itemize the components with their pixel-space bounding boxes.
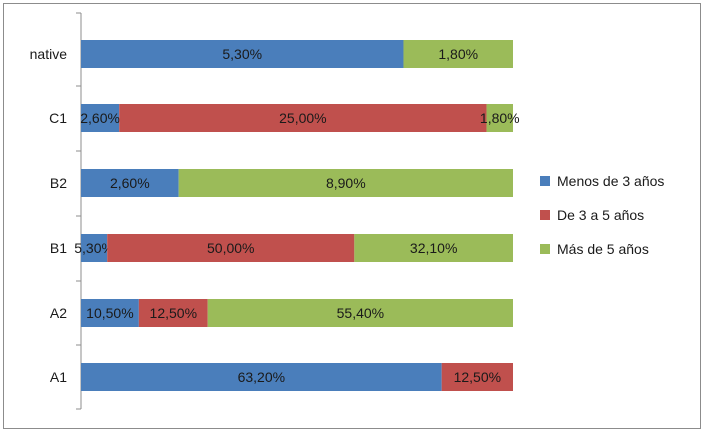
- data-label-c1-series0: 2,60%: [80, 110, 120, 126]
- category-label-b1: B1: [50, 240, 67, 256]
- data-label-a1-series1: 12,50%: [454, 369, 501, 385]
- legend-swatch-1: [540, 210, 550, 220]
- bar-segment-a2-series1: [138, 299, 208, 327]
- bar-segment-b1-series2: [354, 234, 513, 262]
- data-label-b2-series0: 2,60%: [110, 175, 150, 191]
- bar-segment-b2-series2: [178, 169, 514, 197]
- legend-swatch-2: [540, 244, 550, 254]
- data-label-b2-series2: 8,90%: [326, 175, 366, 191]
- legend-label-2: Más de 5 años: [557, 241, 649, 257]
- bar-segment-b2-series0: [81, 169, 179, 197]
- data-label-native-series0: 5,30%: [222, 46, 262, 62]
- bar-segment-a2-series0: [81, 299, 139, 327]
- bar-segment-native-series0: [81, 40, 404, 68]
- category-label-c1: C1: [49, 110, 67, 126]
- bar-segment-b1-series1: [107, 234, 355, 262]
- data-label-b1-series0: 5,30%: [74, 240, 114, 256]
- bar-segment-native-series2: [403, 40, 513, 68]
- category-label-b2: B2: [50, 175, 67, 191]
- chart-frame: [3, 3, 701, 429]
- category-label-a2: A2: [50, 305, 67, 321]
- data-label-b1-series2: 32,10%: [410, 240, 457, 256]
- data-label-a2-series0: 10,50%: [86, 305, 133, 321]
- data-label-c1-series1: 25,00%: [279, 110, 326, 126]
- category-label-native: native: [30, 46, 68, 62]
- data-label-c1-series2: 1,80%: [480, 110, 520, 126]
- legend-label-1: De 3 a 5 años: [557, 207, 644, 223]
- data-label-native-series2: 1,80%: [438, 46, 478, 62]
- bar-segment-c1-series2: [486, 104, 513, 132]
- bar-segment-a1-series0: [81, 363, 442, 391]
- bar-segment-b1-series0: [81, 234, 108, 262]
- data-label-b1-series1: 50,00%: [207, 240, 254, 256]
- bar-segment-a2-series2: [207, 299, 514, 327]
- legend-label-0: Menos de 3 años: [557, 173, 664, 189]
- bar-segment-a1-series1: [441, 363, 513, 391]
- data-label-a1-series0: 63,20%: [238, 369, 285, 385]
- data-label-a2-series2: 55,40%: [337, 305, 384, 321]
- legend-swatch-0: [540, 176, 550, 186]
- category-label-a1: A1: [50, 369, 67, 385]
- bar-segment-c1-series0: [81, 104, 120, 132]
- bar-segment-c1-series1: [119, 104, 487, 132]
- data-label-a2-series1: 12,50%: [150, 305, 197, 321]
